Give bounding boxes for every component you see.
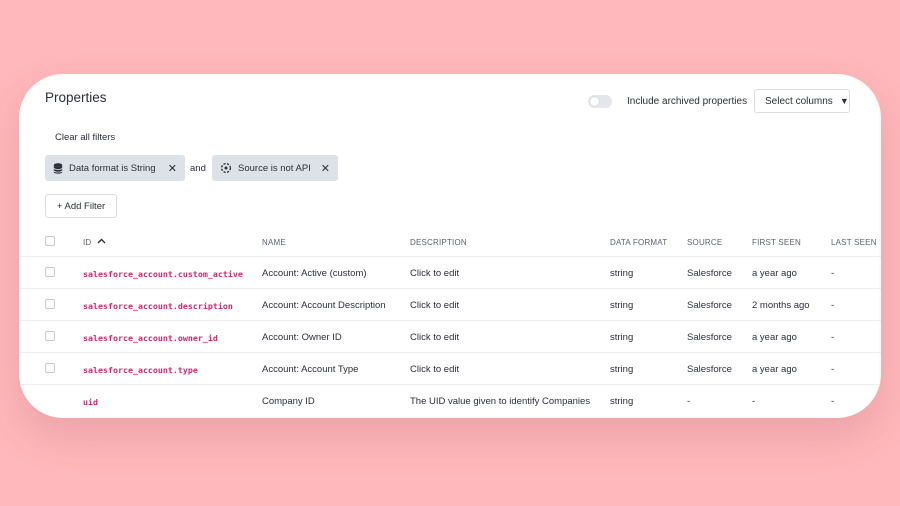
- property-first-seen: a year ago: [752, 332, 797, 343]
- column-header-data-format[interactable]: DATA FORMAT: [610, 238, 668, 247]
- column-header-name[interactable]: NAME: [262, 238, 286, 247]
- clear-all-filters-link[interactable]: Clear all filters: [55, 132, 116, 143]
- row-divider: [19, 352, 881, 353]
- filter-chip-source[interactable]: Source is not API ✕: [212, 155, 338, 181]
- property-last-seen: -: [831, 268, 835, 279]
- row-checkbox[interactable]: [45, 363, 55, 373]
- property-data-format: string: [610, 268, 634, 279]
- include-archived-toggle[interactable]: [588, 95, 612, 108]
- property-id-link[interactable]: salesforce_account.custom_active: [83, 269, 243, 279]
- sort-up-icon: [97, 238, 106, 244]
- column-header-first-seen[interactable]: FIRST SEEN: [752, 238, 801, 247]
- row-checkbox[interactable]: [45, 267, 55, 277]
- close-icon[interactable]: ✕: [320, 162, 330, 175]
- select-columns-label: Select columns: [765, 95, 833, 107]
- filter-chip-data-format[interactable]: Data format is String ✕: [45, 155, 185, 181]
- property-last-seen: -: [831, 396, 835, 407]
- property-first-seen: a year ago: [752, 364, 797, 375]
- column-header-id[interactable]: ID: [83, 238, 106, 247]
- add-filter-button[interactable]: + Add Filter: [45, 194, 117, 218]
- property-first-seen: -: [752, 396, 756, 407]
- filter-chip-label: Data format is String: [69, 162, 156, 174]
- property-last-seen: -: [831, 332, 835, 343]
- property-name: Account: Account Type: [262, 364, 359, 375]
- property-source: Salesforce: [687, 300, 732, 311]
- property-data-format: string: [610, 396, 634, 407]
- property-data-format: string: [610, 300, 634, 311]
- row-divider: [19, 384, 881, 385]
- property-name: Account: Owner ID: [262, 332, 342, 343]
- include-archived-label: Include archived properties: [627, 96, 748, 107]
- property-source: Salesforce: [687, 332, 732, 343]
- plug-icon: [220, 162, 232, 174]
- property-data-format: string: [610, 332, 634, 343]
- property-description[interactable]: Click to edit: [410, 332, 460, 343]
- caret-down-icon: ▼: [839, 96, 849, 106]
- property-name: Account: Active (custom): [262, 268, 367, 279]
- property-id-link[interactable]: salesforce_account.type: [83, 365, 198, 375]
- property-description[interactable]: Click to edit: [410, 300, 460, 311]
- property-last-seen: -: [831, 364, 835, 375]
- property-name: Company ID: [262, 396, 315, 407]
- property-name: Account: Account Description: [262, 300, 386, 311]
- row-divider: [19, 320, 881, 321]
- property-source: Salesforce: [687, 268, 732, 279]
- property-description[interactable]: Click to edit: [410, 268, 460, 279]
- property-description[interactable]: The UID value given to identify Companie…: [410, 396, 591, 407]
- filter-joiner: and: [190, 163, 206, 174]
- select-all-checkbox[interactable]: [45, 236, 55, 246]
- column-header-description[interactable]: DESCRIPTION: [410, 238, 467, 247]
- property-description[interactable]: Click to edit: [410, 364, 460, 375]
- database-icon: [53, 162, 63, 174]
- property-first-seen: a year ago: [752, 268, 797, 279]
- close-icon[interactable]: ✕: [167, 162, 177, 175]
- property-data-format: string: [610, 364, 634, 375]
- select-columns-button[interactable]: Select columns ▼: [754, 89, 850, 113]
- page-title: Properties: [45, 90, 107, 105]
- properties-card: Properties Include archived properties S…: [19, 74, 881, 418]
- property-source: Salesforce: [687, 364, 732, 375]
- filter-chip-label: Source is not API: [238, 162, 311, 174]
- property-id-link[interactable]: salesforce_account.owner_id: [83, 333, 218, 343]
- column-header-id-label: ID: [83, 238, 92, 247]
- toggle-knob: [590, 97, 599, 106]
- row-divider: [19, 288, 881, 289]
- property-first-seen: 2 months ago: [752, 300, 810, 311]
- column-header-source[interactable]: SOURCE: [687, 238, 723, 247]
- row-checkbox[interactable]: [45, 331, 55, 341]
- property-last-seen: -: [831, 300, 835, 311]
- row-checkbox[interactable]: [45, 299, 55, 309]
- header-divider: [19, 256, 881, 257]
- property-source: -: [687, 396, 691, 407]
- property-id-link[interactable]: uid: [83, 397, 98, 407]
- column-header-last-seen[interactable]: LAST SEEN: [831, 238, 877, 247]
- property-id-link[interactable]: salesforce_account.description: [83, 301, 233, 311]
